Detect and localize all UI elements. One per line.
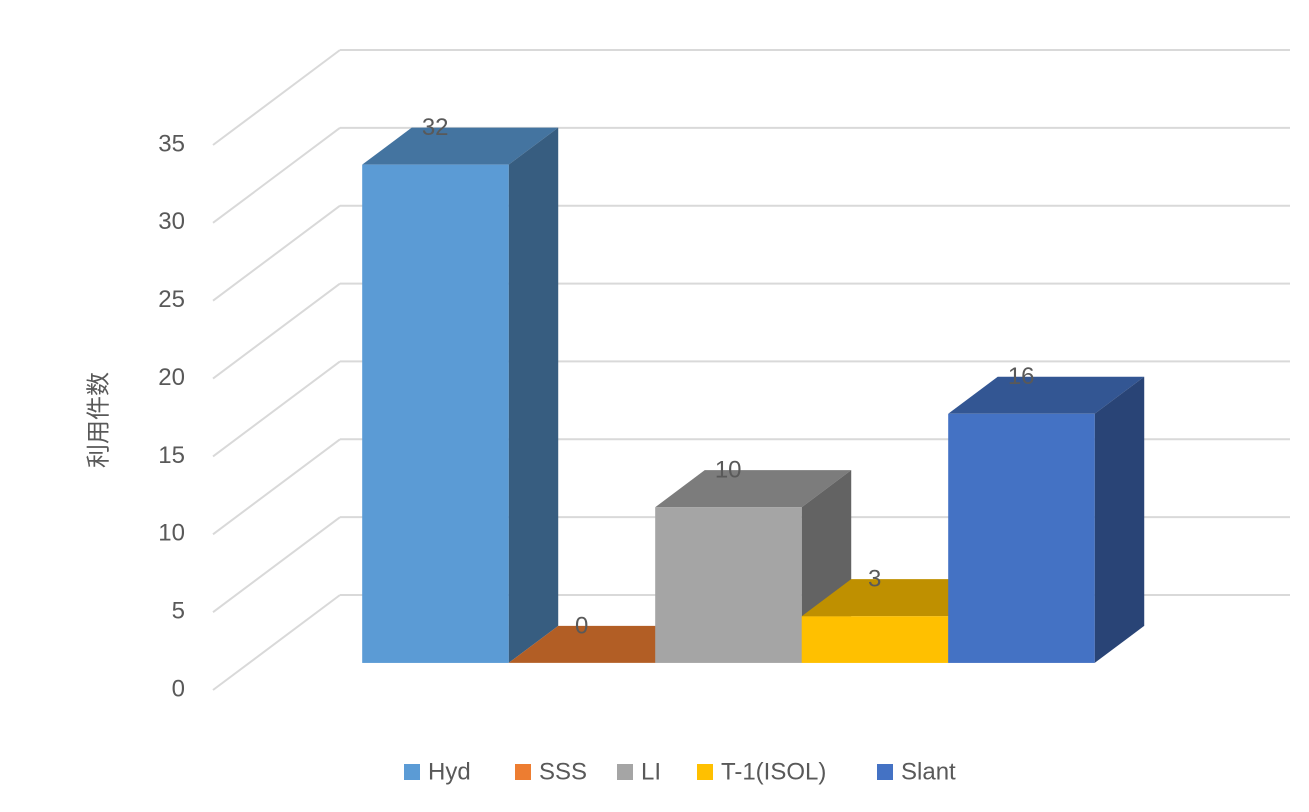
legend-label: LI xyxy=(641,758,661,785)
y-tick-label: 5 xyxy=(172,597,185,624)
bar xyxy=(801,616,949,663)
bar-top xyxy=(655,470,852,508)
data-label: 32 xyxy=(422,114,449,141)
bar-top xyxy=(948,376,1145,414)
legend-swatch xyxy=(404,764,420,780)
bar-side xyxy=(1094,376,1145,663)
y-tick-label: 0 xyxy=(172,675,185,702)
legend-label: Slant xyxy=(901,758,956,785)
grid-line xyxy=(212,127,341,224)
y-tick-label: 25 xyxy=(158,286,185,313)
legend-label: Hyd xyxy=(428,758,471,785)
data-label: 16 xyxy=(1008,363,1035,390)
bar-side xyxy=(508,127,559,663)
y-tick-label: 20 xyxy=(158,364,185,391)
grid-line xyxy=(212,49,341,146)
legend-swatch xyxy=(877,764,893,780)
bar xyxy=(362,164,509,663)
grid-line xyxy=(212,360,341,458)
grid-line xyxy=(212,438,341,536)
y-tick-label: 35 xyxy=(158,130,185,157)
bar-top xyxy=(362,127,559,165)
grid-line xyxy=(212,516,341,613)
data-label: 10 xyxy=(715,457,742,484)
bar xyxy=(948,413,1095,663)
legend-swatch xyxy=(515,764,531,780)
grid-line xyxy=(212,282,341,380)
bar xyxy=(655,507,802,663)
legend-swatch xyxy=(697,764,713,780)
y-tick-label: 30 xyxy=(158,208,185,235)
grid-line xyxy=(212,204,341,302)
legend-label: T-1(ISOL) xyxy=(721,758,826,785)
legend-swatch xyxy=(617,764,633,780)
y-tick-label: 10 xyxy=(158,520,185,547)
y-tick-label: 15 xyxy=(158,442,185,469)
grid-line xyxy=(212,594,341,691)
legend-label: SSS xyxy=(539,758,587,785)
data-label: 3 xyxy=(868,566,881,593)
y-axis-label: 利用件数 xyxy=(85,372,112,468)
data-label: 0 xyxy=(575,612,588,639)
